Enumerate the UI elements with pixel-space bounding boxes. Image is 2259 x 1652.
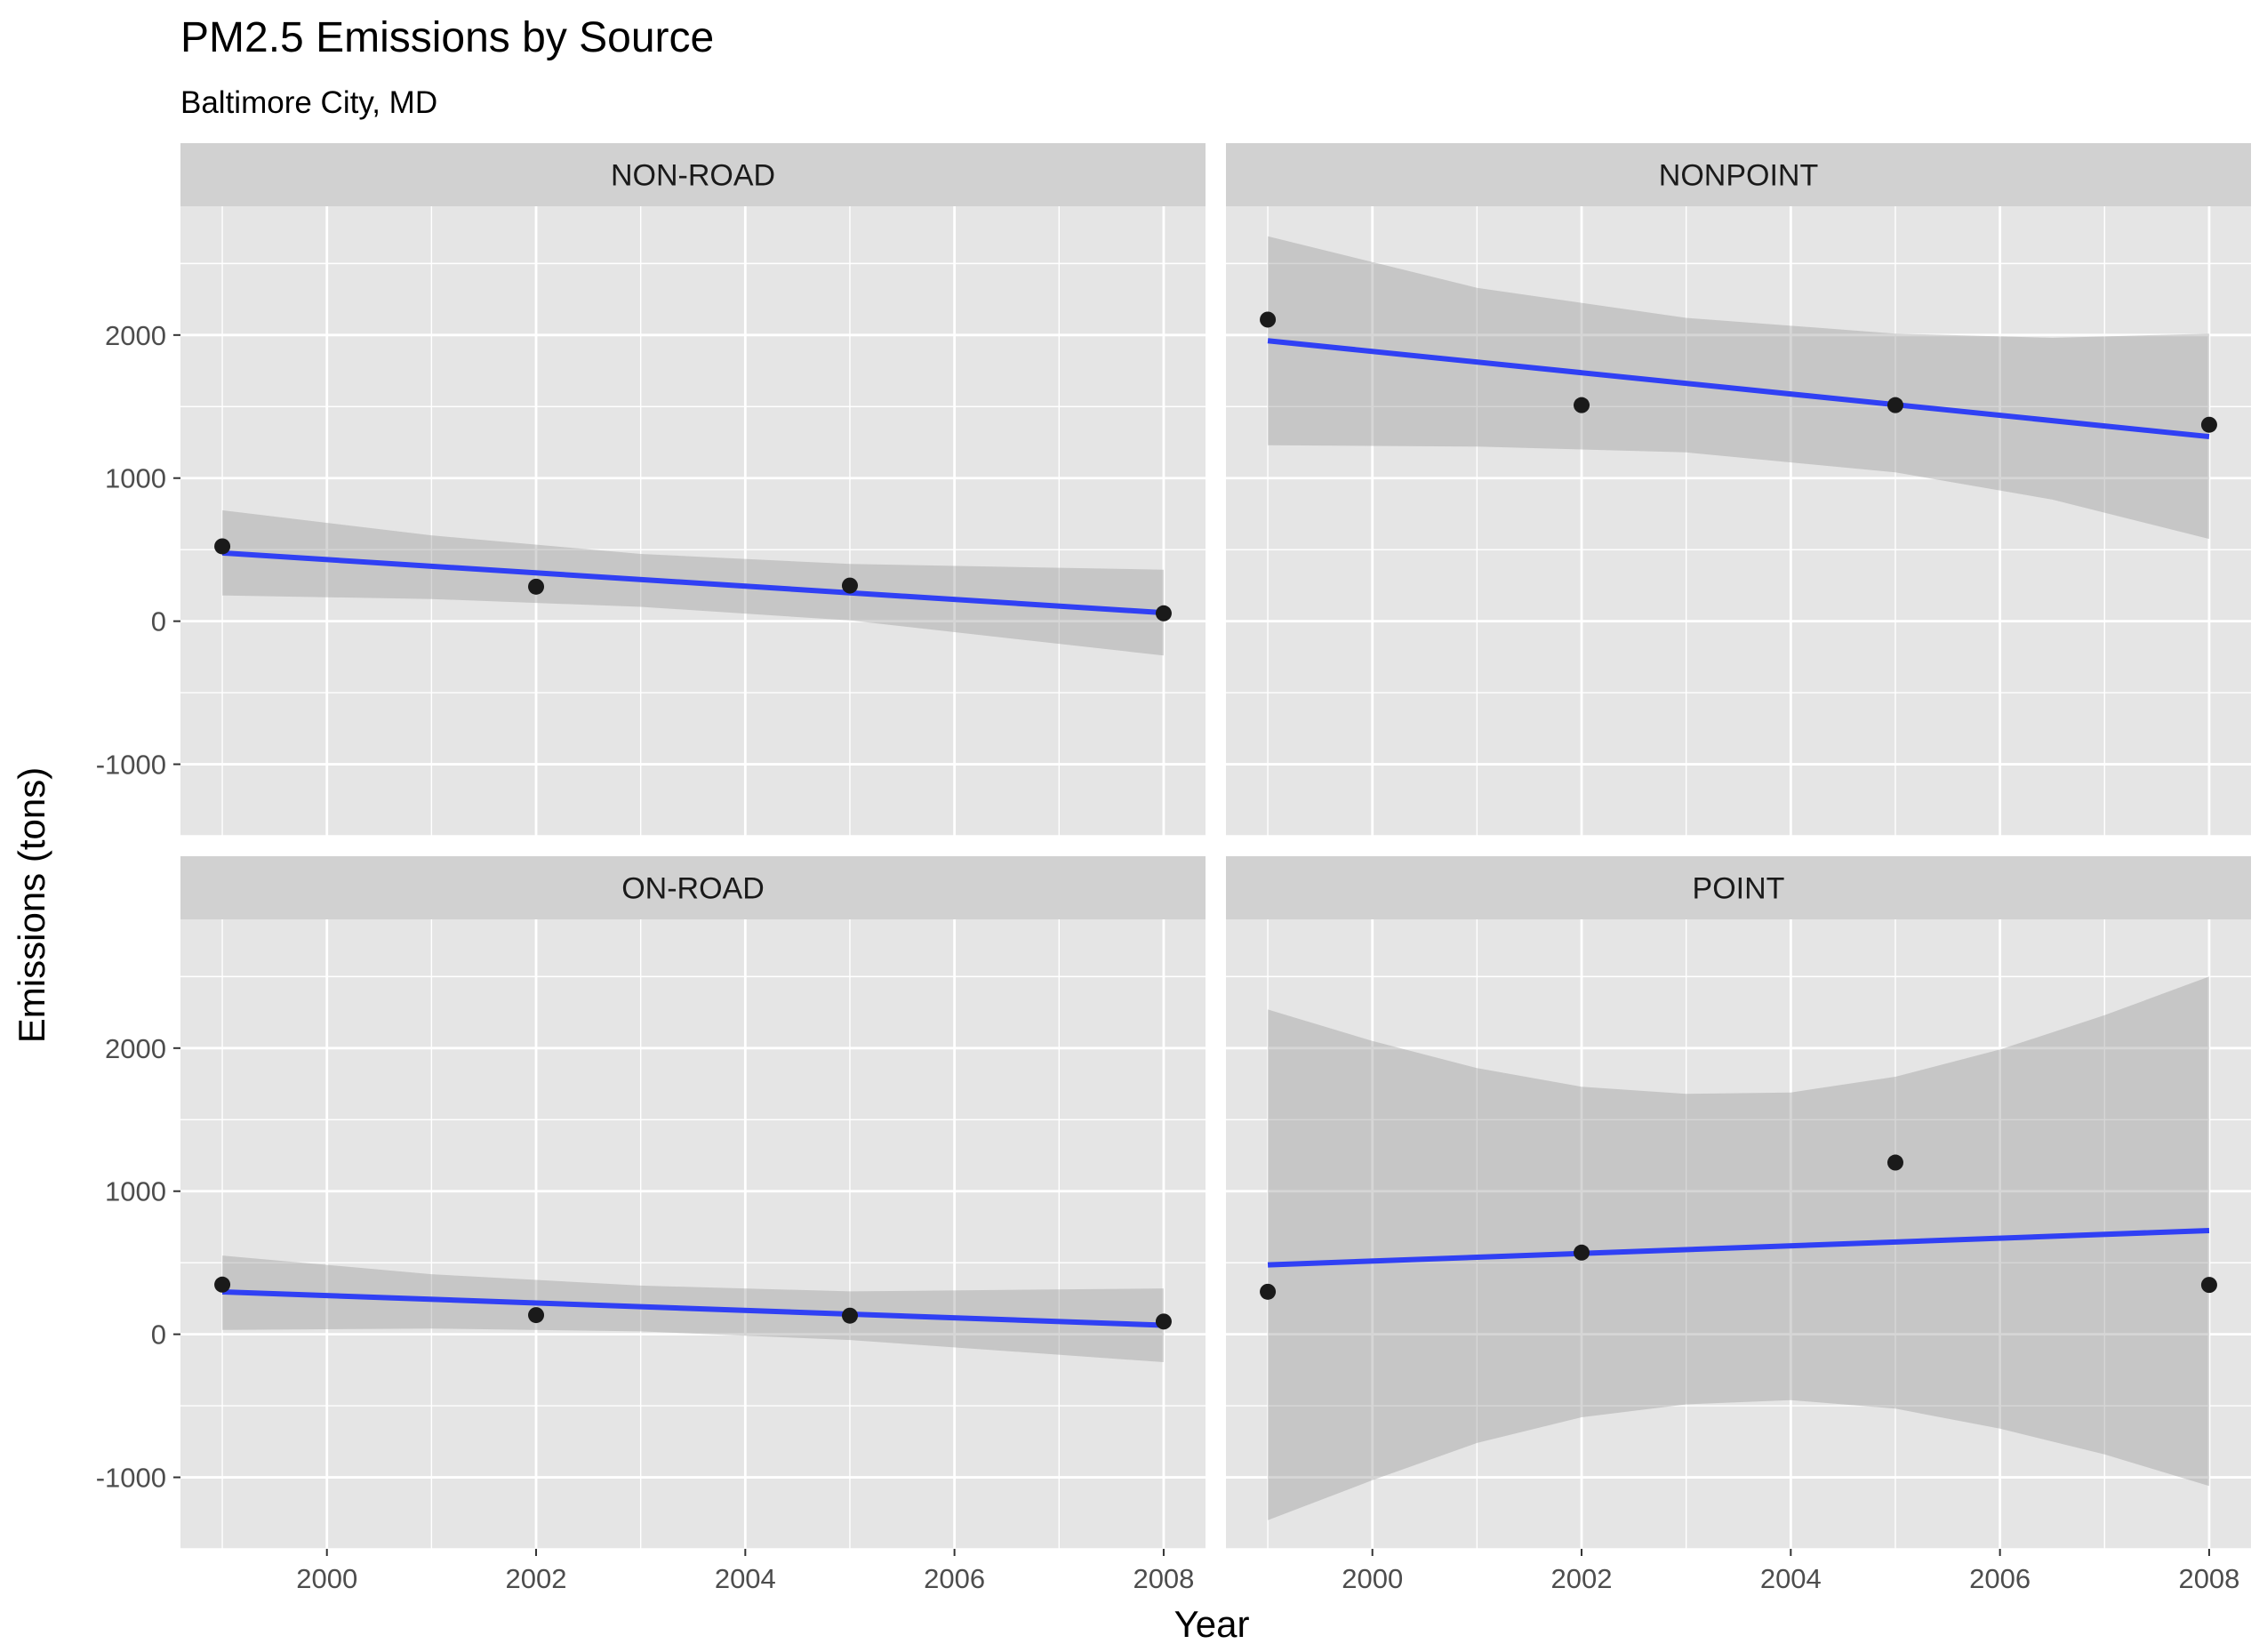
facet-strip bbox=[1226, 856, 2251, 919]
data-point bbox=[528, 578, 545, 595]
data-point bbox=[1574, 1244, 1590, 1261]
facet-strip-label: POINT bbox=[1693, 872, 1785, 906]
facet-panels: NON-ROAD -1000 0 1000 2000 NONPOINT ON-ROAD -10… bbox=[96, 143, 2251, 1594]
y-tick-label: 1000 bbox=[105, 1176, 166, 1207]
chart-title: PM2.5 Emissions by Source bbox=[180, 14, 714, 61]
data-point bbox=[1155, 605, 1172, 622]
y-tick-label: 1000 bbox=[105, 463, 166, 494]
facet-strip bbox=[180, 143, 1206, 206]
data-point bbox=[528, 1307, 545, 1324]
y-tick-label: 2000 bbox=[105, 320, 166, 351]
x-tick-label: 2004 bbox=[715, 1563, 776, 1594]
y-tick-label: -1000 bbox=[96, 1463, 166, 1494]
data-point bbox=[1260, 1283, 1277, 1300]
facet-strip-label: NONPOINT bbox=[1659, 159, 1818, 193]
x-tick-label: 2006 bbox=[1969, 1563, 2031, 1594]
facet-panel: POINT 2000 2002 2004 2006 2008 bbox=[1226, 856, 2251, 1594]
x-tick-label: 2008 bbox=[2178, 1563, 2239, 1594]
facet-panel: NONPOINT bbox=[1226, 143, 2251, 837]
panel-background bbox=[1226, 206, 2251, 836]
data-point bbox=[841, 577, 858, 594]
x-tick-label: 2008 bbox=[1133, 1563, 1194, 1594]
y-axis-title: Emissions (tons) bbox=[11, 767, 52, 1043]
data-point bbox=[2200, 1277, 2217, 1294]
data-point bbox=[2200, 416, 2217, 433]
panel-background bbox=[180, 919, 1206, 1549]
data-point bbox=[1887, 397, 1903, 413]
facet-panel: NON-ROAD -1000 0 1000 2000 bbox=[96, 143, 1206, 837]
x-tick-label: 2004 bbox=[1760, 1563, 1822, 1594]
fit-line bbox=[1267, 1227, 2210, 1268]
data-point bbox=[841, 1307, 858, 1324]
chart-subtitle: Baltimore City, MD bbox=[180, 85, 437, 120]
data-point bbox=[214, 1276, 231, 1293]
y-tick-label: 0 bbox=[151, 1319, 166, 1351]
x-tick-label: 2000 bbox=[296, 1563, 357, 1594]
data-point bbox=[1574, 397, 1590, 413]
facet-strip bbox=[180, 856, 1206, 919]
facet-strip bbox=[1226, 143, 2251, 206]
data-point bbox=[1260, 311, 1277, 328]
facet-strip-label: NON-ROAD bbox=[611, 159, 775, 193]
facet-panel: ON-ROAD -1000 0 1000 2000 2000 2002 2004 2006 200… bbox=[96, 856, 1206, 1594]
fit-line bbox=[221, 549, 1165, 616]
x-tick-label: 2006 bbox=[924, 1563, 985, 1594]
fit-line bbox=[1267, 338, 2210, 440]
data-point bbox=[1887, 1154, 1903, 1171]
x-axis-title: Year bbox=[1174, 1603, 1250, 1645]
x-tick-label: 2000 bbox=[1342, 1563, 1403, 1594]
data-point bbox=[1155, 1313, 1172, 1330]
panel-background bbox=[180, 206, 1206, 836]
data-point bbox=[214, 538, 231, 555]
y-tick-label: 2000 bbox=[105, 1033, 166, 1064]
y-tick-label: 0 bbox=[151, 606, 166, 638]
y-tick-label: -1000 bbox=[96, 750, 166, 781]
x-tick-label: 2002 bbox=[1551, 1563, 1613, 1594]
fit-line bbox=[221, 1289, 1165, 1328]
facet-strip-label: ON-ROAD bbox=[621, 872, 765, 906]
x-tick-label: 2002 bbox=[506, 1563, 567, 1594]
